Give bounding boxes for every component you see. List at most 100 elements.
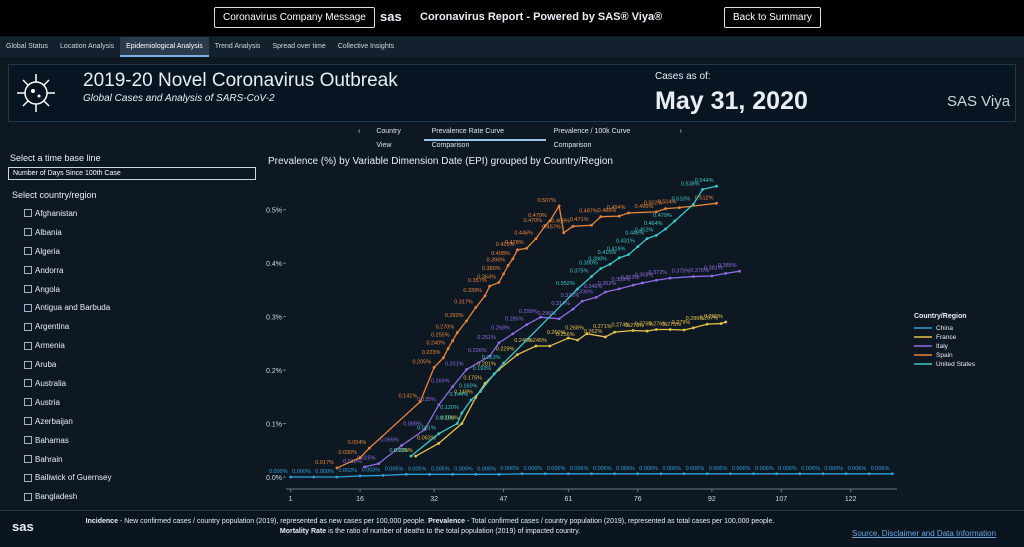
country-option[interactable]: Azerbaijan (8, 412, 258, 431)
sub-tab[interactable]: Prevalence Rate Curve Comparison (423, 125, 546, 149)
data-label: 0.380% (482, 266, 501, 272)
country-option[interactable]: Bahrain (8, 450, 258, 469)
point (585, 332, 589, 336)
sub-tab[interactable]: Country View (376, 128, 401, 149)
point (502, 361, 505, 365)
tab[interactable]: Location Analysis (60, 43, 115, 50)
term: Prevalence (428, 518, 466, 525)
point (738, 269, 742, 273)
checkbox[interactable] (24, 379, 32, 388)
point (465, 319, 468, 323)
point (867, 472, 871, 476)
checkbox[interactable] (24, 266, 32, 275)
point (437, 432, 441, 436)
tab[interactable]: Trend Analysis (214, 43, 261, 50)
country-option[interactable]: Albania (8, 223, 258, 242)
tab[interactable]: Spread over time (272, 43, 326, 50)
point (381, 473, 385, 477)
point (617, 287, 621, 291)
checkbox[interactable] (24, 209, 32, 218)
data-label: 0.006% (639, 466, 658, 472)
country-option[interactable]: Bailiwick of Guernsey (8, 468, 258, 487)
point (539, 315, 542, 319)
data-label: 0.286% (686, 316, 705, 322)
definitions: Incidence - New confirmed cases / countr… (80, 517, 780, 537)
country-option[interactable]: Austria (8, 393, 258, 412)
checkbox[interactable] (24, 285, 32, 293)
prev-arrow[interactable]: ‹ (358, 128, 361, 135)
source-link[interactable]: Source, Disclaimer and Data Information (852, 529, 997, 538)
data-label: 0.006% (570, 466, 589, 472)
country-name: Aruba (35, 360, 57, 370)
point (654, 233, 658, 237)
data-label: 0.357% (468, 278, 487, 284)
checkbox[interactable] (24, 228, 32, 237)
point (580, 299, 584, 303)
cases-label: Cases as of: (655, 71, 711, 82)
data-label: 0.470% (524, 218, 543, 224)
country-option[interactable]: Aruba (8, 355, 258, 374)
country-option[interactable]: Angola (8, 280, 258, 299)
tab[interactable]: Collective Insights (337, 43, 395, 50)
checkbox[interactable] (24, 247, 32, 256)
data-label: 0.005% (385, 466, 404, 472)
chart: Prevalence (%) by Variable Dimension Dat… (266, 156, 976, 503)
series-line (336, 202, 717, 469)
logo: sas (380, 9, 402, 24)
country-option[interactable]: Andorra (8, 261, 258, 280)
checkbox[interactable] (24, 398, 32, 407)
data-label: 0.339% (463, 288, 482, 294)
checkbox[interactable] (24, 417, 32, 426)
point (312, 475, 316, 479)
country-option[interactable]: Argentina (8, 317, 258, 336)
data-label: 0.006% (709, 466, 728, 472)
checkbox[interactable] (24, 436, 32, 445)
sub-tab[interactable]: Prevalence / 100k Curve Comparison (553, 128, 631, 149)
point (701, 188, 704, 191)
company-message-button[interactable]: Coronavirus Company Message (214, 7, 375, 28)
time-dropdown[interactable]: Number of Days Since 100th Case (8, 167, 256, 180)
country-option[interactable]: Algeria (8, 242, 258, 261)
point (664, 207, 667, 211)
country-option[interactable]: Australia (8, 374, 258, 393)
data-label: 0.376% (690, 268, 709, 274)
data-label: 0.487% (579, 209, 598, 215)
data-label: 0.002% (338, 468, 357, 474)
point (469, 398, 473, 402)
country-option[interactable]: Bahamas (8, 431, 258, 450)
checkbox[interactable] (24, 492, 32, 501)
data-label: 0.279% (672, 320, 691, 326)
data-label: 0.502% (644, 201, 663, 207)
point (599, 215, 603, 219)
point (446, 347, 450, 351)
checkbox[interactable] (24, 303, 32, 312)
data-label: 0.141% (399, 394, 418, 400)
point (775, 472, 779, 476)
country-name: Bahamas (35, 435, 69, 445)
checkbox[interactable] (24, 455, 32, 464)
country-option[interactable]: Antigua and Barbuda (8, 298, 258, 317)
country-name: Bahrain (35, 454, 63, 464)
point (474, 472, 478, 476)
data-label: 0.017% (315, 460, 334, 466)
checkbox[interactable] (24, 360, 32, 369)
data-label: 0.375% (570, 269, 589, 275)
data-label: 0.538% (681, 181, 700, 187)
tab[interactable]: Global Status (6, 43, 49, 50)
data-label: 0.512% (695, 195, 714, 201)
tab[interactable]: Epidemiological Analysis (120, 37, 209, 57)
checkbox[interactable] (24, 322, 32, 331)
back-button[interactable]: Back to Summary (724, 7, 821, 28)
country-option[interactable]: Armenia (8, 336, 258, 355)
data-label: 0.120% (440, 405, 459, 411)
point (404, 472, 408, 476)
next-arrow[interactable]: › (679, 128, 682, 135)
country-option[interactable]: Bangladesh (8, 487, 258, 506)
point (571, 307, 575, 311)
checkbox[interactable] (24, 341, 32, 350)
checkbox[interactable] (24, 473, 32, 482)
point (590, 472, 593, 476)
virus-icon (17, 74, 55, 112)
country-name: Armenia (35, 341, 65, 351)
country-option[interactable]: Afghanistan (8, 204, 258, 223)
